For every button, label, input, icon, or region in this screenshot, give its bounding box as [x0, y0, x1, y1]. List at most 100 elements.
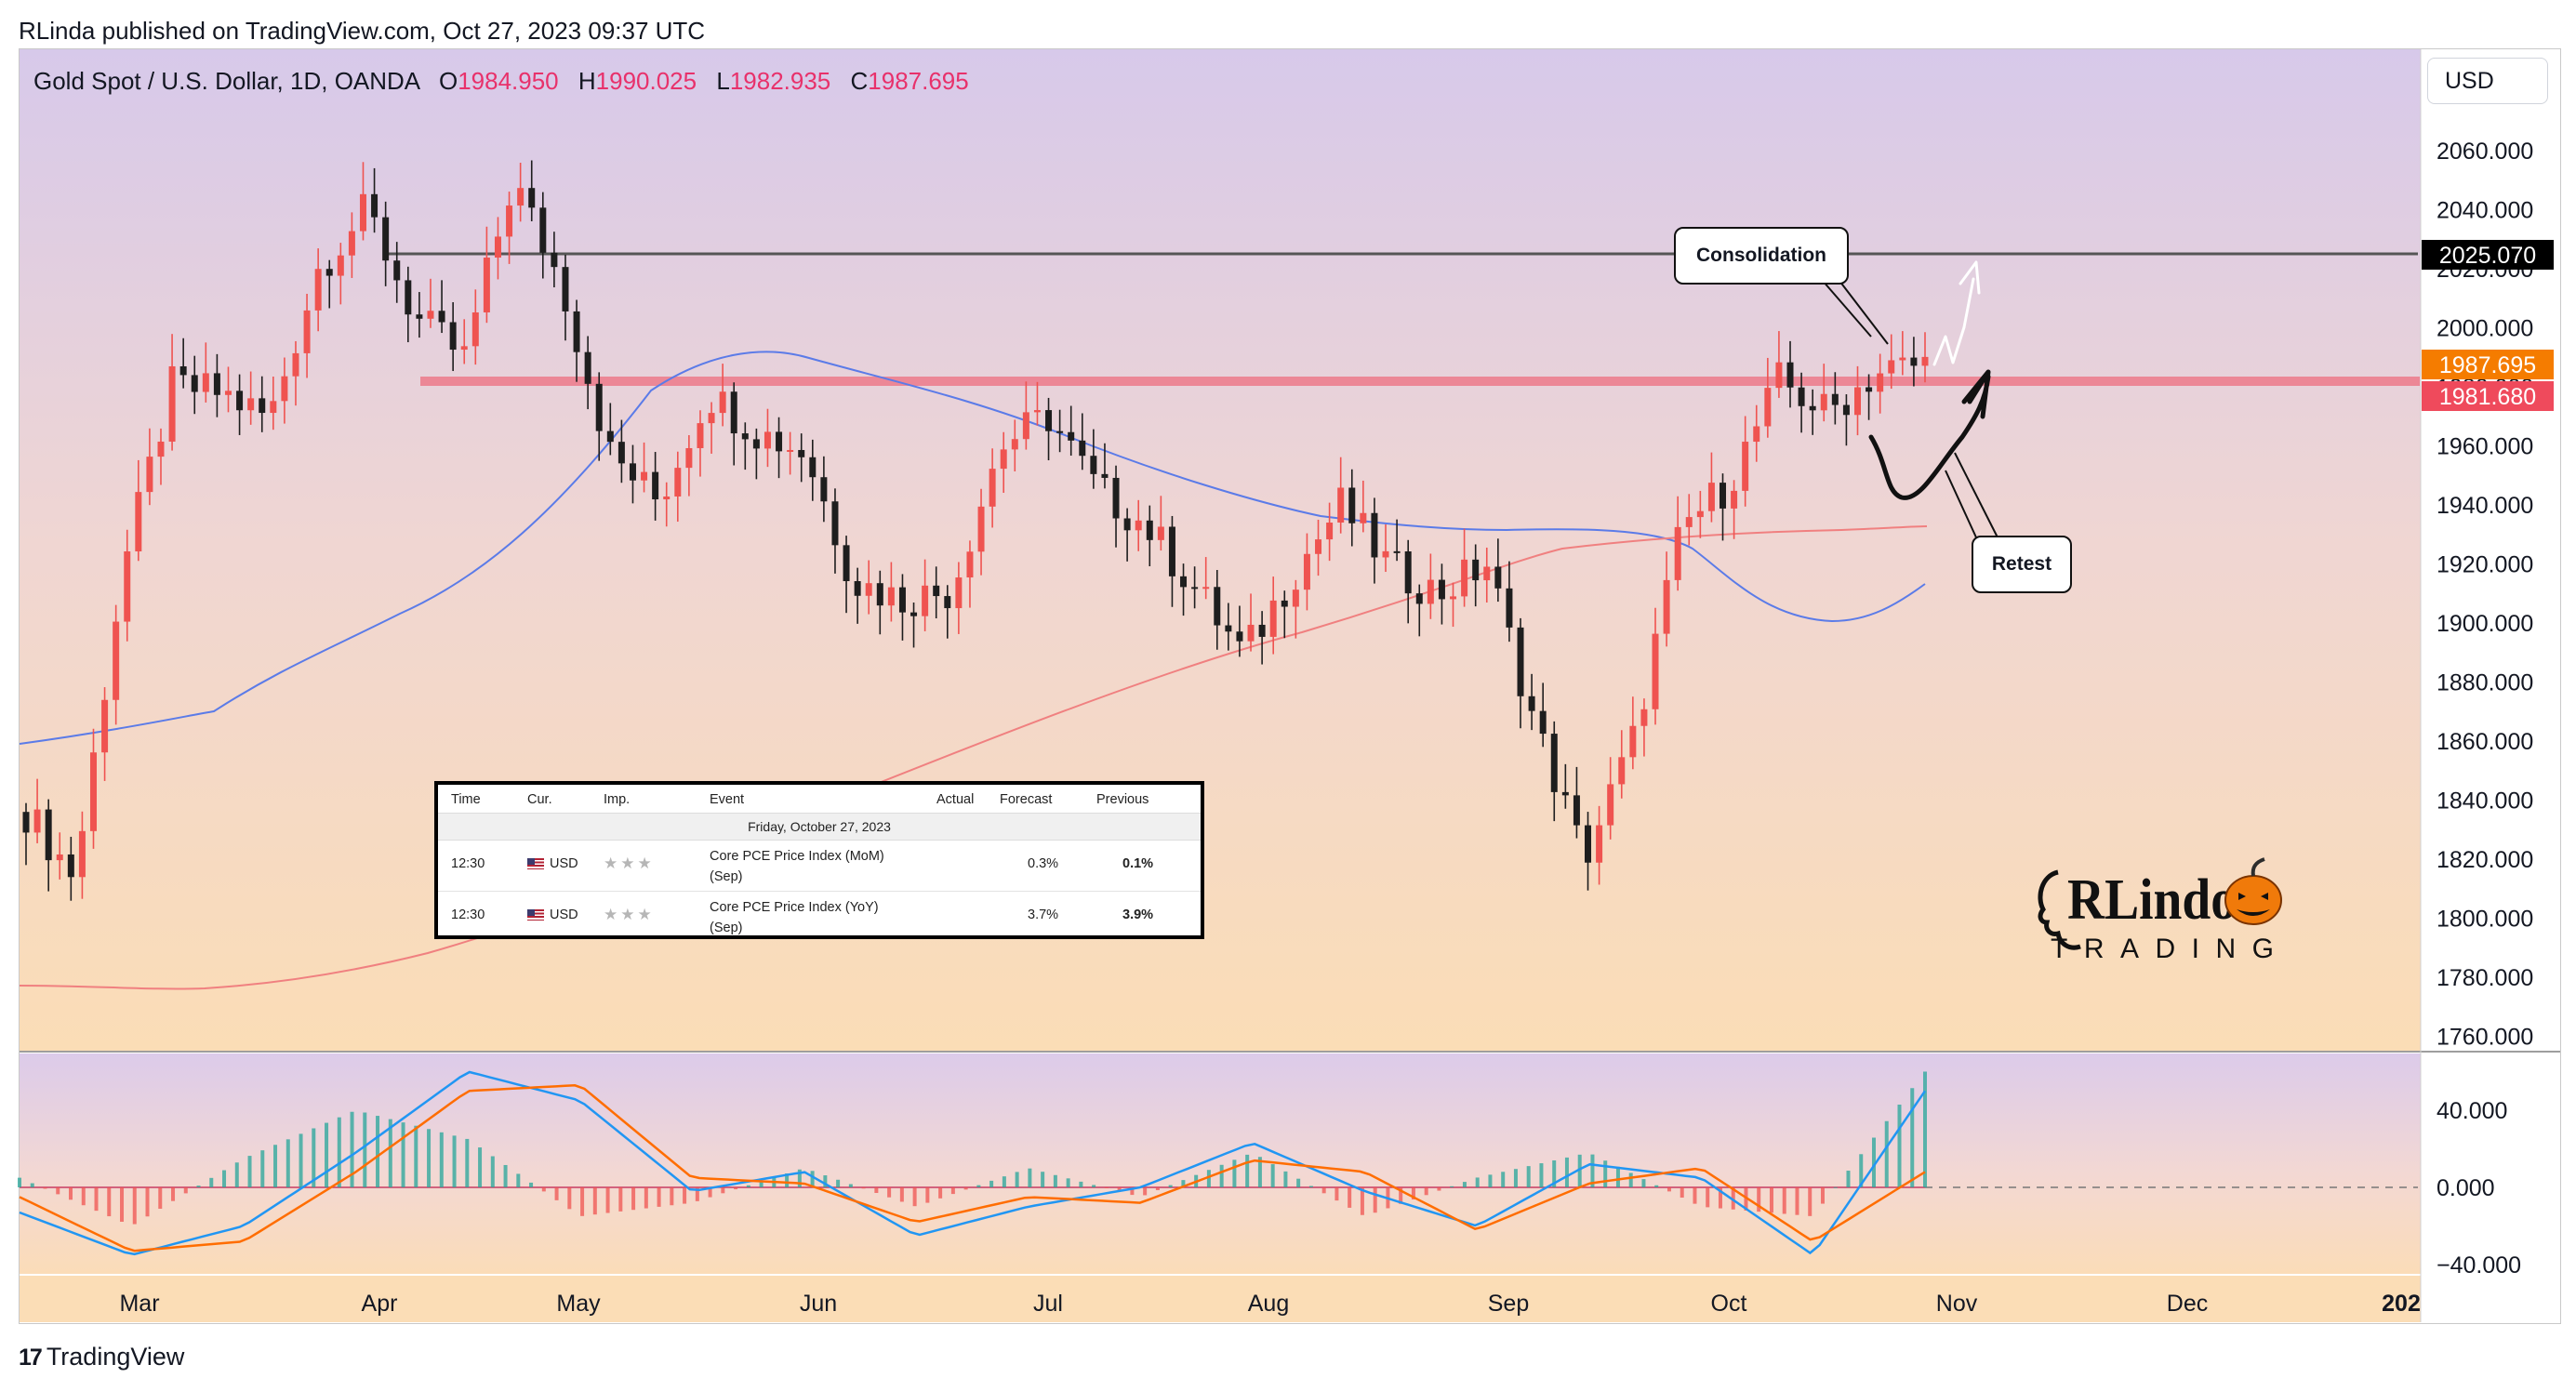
candle-body [1315, 539, 1322, 554]
macd-histogram-bar [1666, 1187, 1671, 1192]
support-zone [420, 377, 2420, 386]
macd-histogram-bar [938, 1187, 943, 1199]
candle-body [865, 583, 872, 596]
table-date-row: Friday, October 27, 2023 [438, 813, 1201, 841]
candle-body [719, 391, 726, 414]
candle-body [405, 280, 412, 315]
candle-body [33, 809, 41, 833]
price-tick-label: 1860.000 [2437, 729, 2533, 755]
candle-body [179, 365, 187, 376]
time-tick-label: May [556, 1291, 601, 1317]
candle-body [1899, 357, 1906, 361]
price-tick-label: 1960.000 [2437, 434, 2533, 460]
macd-histogram-bar [721, 1187, 725, 1194]
macd-histogram-bar [1718, 1187, 1722, 1209]
row-previous: 0.1% [1122, 856, 1154, 871]
candle-body [1033, 410, 1041, 413]
macd-histogram-bar [1437, 1187, 1441, 1191]
row-event-period: (Sep) [710, 921, 743, 935]
macd-histogram-bar [363, 1112, 367, 1187]
macd-histogram-bar [427, 1129, 432, 1187]
macd-histogram-bar [1577, 1154, 1582, 1187]
macd-histogram-bar [1219, 1164, 1224, 1187]
candle-body [146, 457, 153, 493]
macd-histogram-bar [963, 1187, 968, 1190]
currency-button[interactable]: USD [2427, 58, 2548, 104]
price-tick-label: 1840.000 [2437, 788, 2533, 815]
row-time: 12:30 [451, 907, 485, 922]
candle-body [1191, 587, 1199, 590]
candle-body [1561, 791, 1569, 796]
macd-histogram-bar [312, 1128, 316, 1187]
macd-histogram-bar [1923, 1071, 1927, 1187]
candle-body [393, 260, 401, 281]
macd-histogram-bar [1257, 1157, 1262, 1187]
open-label: O [438, 67, 458, 95]
time-tick-label: Jun [800, 1291, 837, 1317]
col-time: Time [451, 792, 481, 807]
price-tick-label: 2040.000 [2437, 198, 2533, 224]
tradingview-mark-icon: 17 [19, 1345, 43, 1371]
macd-histogram-bar [1424, 1187, 1428, 1196]
macd-histogram-bar [325, 1122, 329, 1187]
macd-histogram-bar [631, 1187, 636, 1211]
candle-body [427, 311, 434, 319]
candle-body [259, 398, 266, 414]
row-currency: USD [527, 856, 578, 871]
candle-body [1764, 388, 1772, 427]
price-tag-resistance: 2025.070 [2422, 240, 2554, 270]
macd-histogram-bar [1002, 1176, 1006, 1187]
candle-body [528, 188, 536, 208]
macd-tick-label: −40.000 [2437, 1252, 2521, 1278]
macd-histogram-bar [414, 1125, 418, 1187]
candle-body [1539, 710, 1547, 735]
candle-body [1236, 631, 1243, 642]
candle-body [708, 413, 715, 424]
logo-tagline: TRADING [2051, 934, 2274, 962]
candle-body [1022, 412, 1029, 440]
macd-histogram-bar [1846, 1171, 1851, 1187]
us-flag-icon [527, 909, 544, 921]
price-tick-label: 2000.000 [2437, 316, 2533, 342]
symbol-legend: Gold Spot / U.S. Dollar, 1D, OANDA O1984… [33, 67, 969, 96]
table-row: 12:30 USD ★★★ Core PCE Price Index (YoY)… [438, 892, 1201, 942]
candle-body [1483, 566, 1491, 581]
macd-histogram-bar [1321, 1187, 1326, 1194]
macd-histogram-bar [746, 1185, 750, 1187]
retest-label: Retest [1991, 553, 2052, 575]
candle-body [213, 373, 220, 395]
candle-body [303, 310, 311, 353]
macd-histogram-bar [1053, 1174, 1057, 1187]
candle-body [224, 391, 232, 395]
tradingview-logo[interactable]: 17 TradingView [19, 1343, 184, 1371]
candle-body [1629, 725, 1637, 758]
candle-body [617, 442, 625, 464]
candle-body [955, 577, 963, 609]
macd-histogram-bar [1270, 1164, 1275, 1187]
macd-histogram-bar [260, 1150, 265, 1187]
candle-body [1528, 696, 1535, 711]
time-tick-label: Mar [119, 1291, 159, 1317]
time-tick-label: 202 [2382, 1291, 2421, 1317]
publish-line: RLinda published on TradingView.com, Oct… [19, 17, 706, 45]
macd-histogram-bar [912, 1187, 917, 1207]
candle-body [1112, 477, 1120, 519]
macd-histogram-bar [132, 1187, 137, 1225]
candle-body [584, 351, 591, 384]
candle-body [1135, 520, 1142, 531]
price-tick-label: 1800.000 [2437, 907, 2533, 933]
candle-body [416, 314, 423, 319]
candle-body [1214, 587, 1221, 626]
candle-body [629, 463, 636, 481]
candle-body [1809, 405, 1816, 411]
macd-histogram-bar [1334, 1187, 1339, 1201]
row-currency-text: USD [550, 907, 578, 922]
macd-histogram-bar [785, 1173, 790, 1187]
row-event: Core PCE Price Index (MoM) [710, 849, 884, 864]
projection-white-path [1932, 260, 1981, 366]
retest-pointer [1954, 452, 1998, 538]
time-tick-label: Dec [2167, 1291, 2208, 1317]
macd-histogram-bar [1475, 1177, 1480, 1187]
economic-calendar-table: Time Cur. Imp. Event Actual Forecast Pre… [434, 781, 1204, 939]
